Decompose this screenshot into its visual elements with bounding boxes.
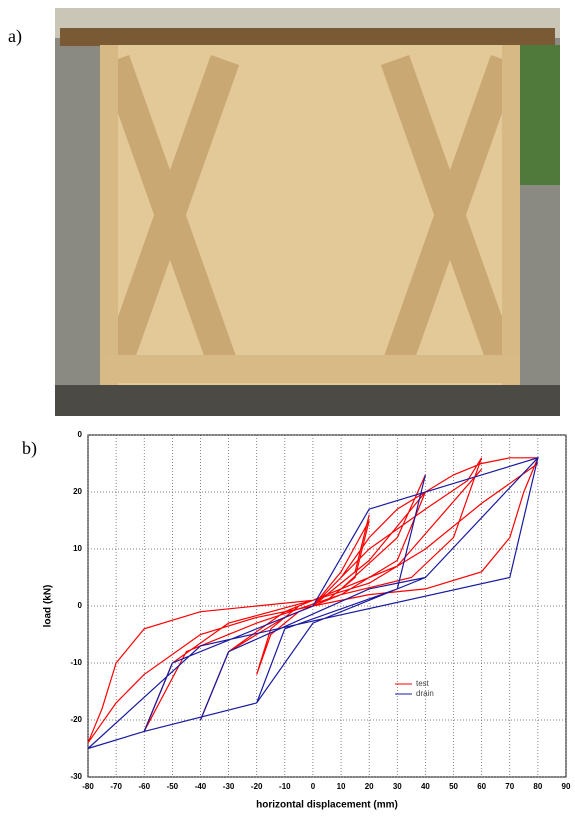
- x-tick-label: 70: [505, 782, 514, 791]
- sill: [100, 355, 520, 383]
- top-beam: [60, 28, 555, 46]
- x-tick-label: -10: [279, 782, 291, 791]
- braces: [100, 54, 520, 376]
- floor-frame: [55, 385, 560, 416]
- panel-label: b): [22, 438, 37, 459]
- post: [502, 45, 520, 390]
- x-tick-label: -50: [167, 782, 179, 791]
- x-tick-label: 40: [421, 782, 430, 791]
- x-tick-label: -40: [195, 782, 207, 791]
- x-tick-label: 0: [311, 782, 316, 791]
- y-tick-label: 20: [73, 487, 82, 496]
- legend-label: drain: [416, 689, 434, 698]
- x-tick-label: 80: [533, 782, 542, 791]
- x-tick-label: -60: [138, 782, 150, 791]
- x-tick-label: 10: [337, 782, 346, 791]
- y-tick-label: -20: [70, 715, 82, 724]
- y-tick-label: 0: [78, 601, 83, 610]
- y-tick-label: -10: [70, 658, 82, 667]
- x-tick-label: 30: [393, 782, 402, 791]
- x-tick-label: -30: [223, 782, 235, 791]
- legend-label: test: [416, 679, 430, 688]
- photo: [55, 8, 560, 416]
- y-tick-label: 0: [78, 430, 83, 439]
- x-tick-label: 20: [365, 782, 374, 791]
- y-axis-label: load (kN): [43, 585, 54, 628]
- series-line: [87, 456, 539, 750]
- x-tick-label: -20: [251, 782, 263, 791]
- x-tick-label: 90: [562, 782, 571, 791]
- y-tick-label: -30: [70, 772, 82, 781]
- window: [520, 45, 560, 185]
- x-axis-label: horizontal displacement (mm): [256, 800, 398, 811]
- series-line: [87, 457, 539, 744]
- x-tick-label: 60: [477, 782, 486, 791]
- x-tick-label: -70: [110, 782, 122, 791]
- panel-label: a): [8, 26, 22, 47]
- y-tick-label: 10: [73, 544, 82, 553]
- x-tick-label: 50: [449, 782, 458, 791]
- plot-frame: [87, 434, 567, 778]
- post: [100, 45, 118, 390]
- x-tick-label: -80: [82, 782, 94, 791]
